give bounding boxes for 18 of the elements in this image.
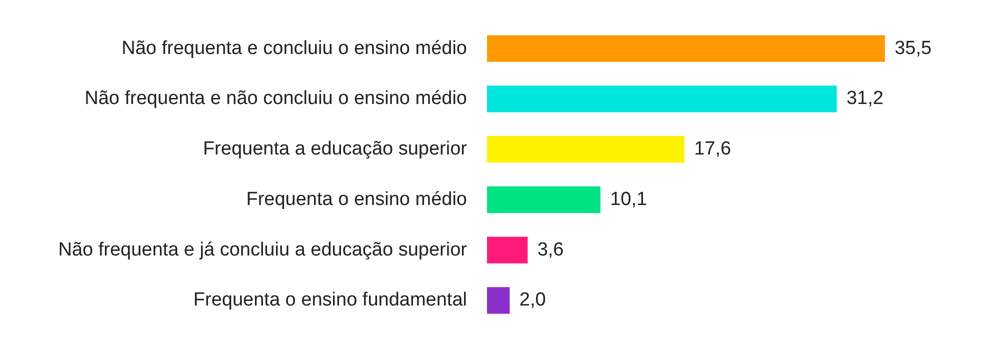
y-tick-label: Não frequenta e concluiu o ensino médio bbox=[122, 38, 467, 59]
data-label: 10,1 bbox=[610, 188, 648, 210]
y-tick-label: Não frequenta e já concluiu a educação superior bbox=[58, 239, 468, 260]
data-label: 3,6 bbox=[537, 239, 564, 260]
data-label: 17,6 bbox=[694, 138, 732, 160]
bar bbox=[487, 86, 837, 112]
bar bbox=[487, 236, 528, 264]
data-label: 35,5 bbox=[894, 38, 932, 59]
y-tick-label: Frequenta a educação superior bbox=[202, 138, 468, 160]
y-tick-label: Não frequenta e não concluiu o ensino médio bbox=[84, 88, 467, 110]
bar bbox=[487, 35, 885, 62]
y-tick-label: Frequenta o ensino fundamental bbox=[193, 290, 467, 311]
bar bbox=[487, 136, 684, 163]
bar bbox=[487, 287, 510, 314]
data-label: 2,0 bbox=[519, 290, 546, 311]
y-tick-label: Frequenta o ensino médio bbox=[246, 188, 467, 210]
data-label: 31,2 bbox=[846, 88, 884, 110]
bar bbox=[487, 186, 600, 214]
